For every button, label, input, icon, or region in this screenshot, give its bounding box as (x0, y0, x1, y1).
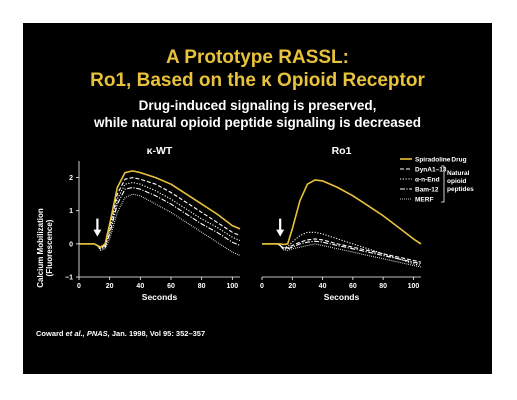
x-tick-label: 0 (77, 283, 81, 290)
legend-peptide-label: Natural (447, 170, 470, 177)
title-post: Opioid Receptor (271, 70, 425, 91)
x-axis-label: Seconds (142, 292, 178, 302)
x-axis-label: Seconds (324, 292, 360, 302)
citation-etal: et al., PNAS, (65, 329, 110, 338)
chart-ro1: Ro1 0 20 40 60 80 100 Seconds (260, 145, 422, 302)
title-pre: Ro1, Based on the (90, 70, 262, 91)
x-tick-label: 80 (379, 283, 387, 290)
legend-label: α-n-End (415, 177, 440, 184)
series-line-spiradoline (262, 179, 422, 246)
legend-peptide-bracket (441, 165, 445, 203)
slide-subtitle-line2: while natural opioid peptide signaling i… (93, 115, 422, 130)
x-tick-label: 60 (349, 283, 357, 290)
slide: A Prototype RASSL: Ro1, Based on the κ O… (23, 23, 492, 374)
x-tick-label: 100 (226, 283, 238, 290)
x-tick-label: 80 (198, 283, 206, 290)
y-axis-label-line1: Calcium Mobilization (36, 208, 45, 288)
addition-arrow-head (276, 229, 285, 237)
x-tick-label: 100 (408, 283, 420, 290)
y-tick-label: 0 (69, 241, 73, 248)
citation-author: Coward (36, 329, 66, 338)
title-kappa: κ (261, 70, 272, 91)
slide-title-line2: Ro1, Based on the κ Opioid Receptor (23, 70, 492, 92)
series-line-bam-12 (79, 186, 241, 250)
x-tick-label: 40 (136, 283, 144, 290)
legend-label: Bam-12 (415, 187, 439, 194)
legend: Spiradoline DynA1–13 α-n-End Bam-12 MERF – Dr… (400, 157, 474, 204)
series-line--n-end (79, 181, 241, 250)
chart-canvas: κ-WT 0 20 40 60 80 100 −1 0 1 2 Seconds Ro1 0 20 40 60 8… (36, 145, 474, 302)
y-tick-label: 1 (69, 208, 73, 215)
addition-arrow-head (93, 229, 102, 237)
x-tick-label: 20 (106, 283, 114, 290)
series-line-spiradoline (79, 170, 241, 248)
slide-subtitle-line1: Drug-induced signaling is preserved, (138, 98, 377, 113)
y-axis-label-line2: (Fluorescence) (45, 219, 54, 276)
legend-peptide-label: peptides (447, 186, 474, 193)
citation: Coward et al., PNAS, Jan. 1998, Vol 95: … (36, 329, 336, 338)
x-tick-label: 60 (167, 283, 175, 290)
legend-peptide-label: opioid (447, 178, 467, 185)
x-tick-label: 0 (260, 283, 264, 290)
legend-drug-bracket-label: – Drug (446, 157, 467, 164)
series-line-dyna1-13 (262, 238, 422, 263)
legend-label: Spiradoline (415, 157, 451, 164)
x-tick-label: 40 (319, 283, 327, 290)
slide-title-line1: A Prototype RASSL: (166, 47, 349, 68)
y-tick-label: −1 (65, 275, 73, 282)
x-tick-label: 20 (288, 283, 296, 290)
panel-title: Ro1 (332, 145, 352, 157)
y-axis-label-group: Calcium Mobilization (Fluorescence) (36, 208, 54, 288)
legend-label: MERF (415, 197, 433, 204)
panel-title: κ-WT (147, 145, 173, 157)
chart-kwt: κ-WT 0 20 40 60 80 100 −1 0 1 2 Seconds (65, 145, 241, 302)
legend-label: DynA1–13 (415, 167, 447, 174)
y-tick-label: 2 (69, 175, 73, 182)
citation-rest: Jan. 1998, Vol 95: 352–357 (109, 329, 206, 338)
